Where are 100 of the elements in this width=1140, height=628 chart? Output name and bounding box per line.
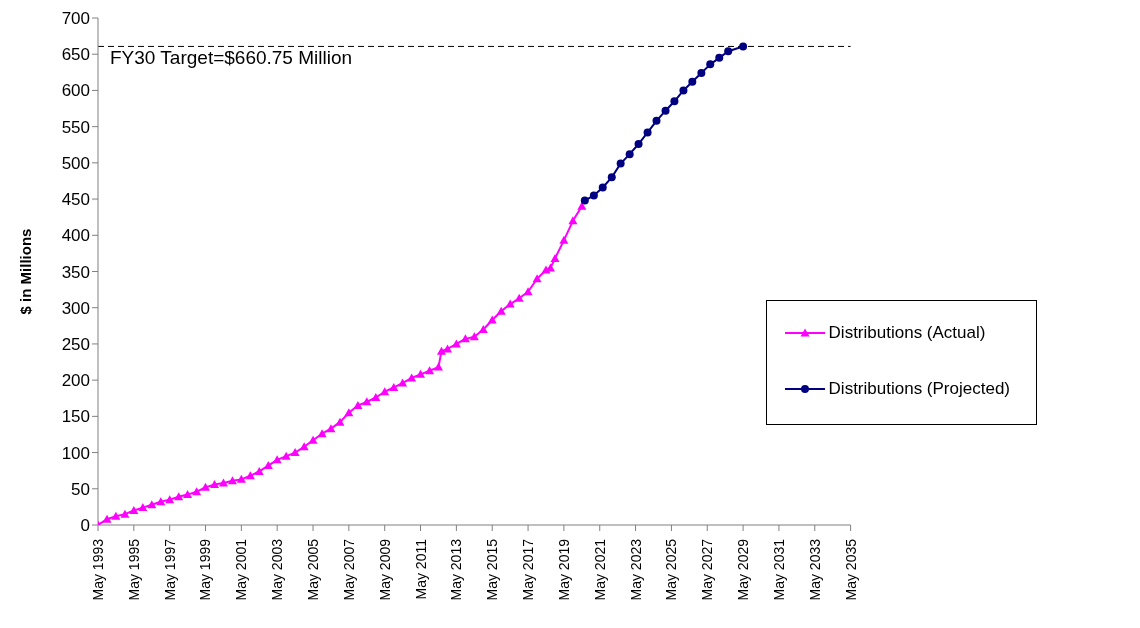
point <box>174 492 184 501</box>
point <box>559 235 569 244</box>
y-tick-label: 150 <box>61 407 90 427</box>
point <box>380 387 390 396</box>
y-tick-label: 200 <box>61 371 90 391</box>
y-tick-label: 450 <box>61 190 90 210</box>
point <box>317 429 327 438</box>
point <box>308 435 318 444</box>
x-tick-label: May 2017 <box>520 538 537 601</box>
point <box>353 400 363 409</box>
x-tick-label: May 2001 <box>233 538 250 601</box>
point <box>344 408 354 417</box>
point <box>670 97 679 106</box>
point <box>487 315 497 324</box>
x-tick-label: May 2015 <box>484 538 501 601</box>
point <box>598 183 607 192</box>
x-tick-label: May 2011 <box>412 538 429 600</box>
point <box>697 69 706 78</box>
point <box>643 128 652 137</box>
point <box>541 265 551 274</box>
y-tick-label: 0 <box>80 516 90 536</box>
x-tick-label: May 1997 <box>161 538 178 601</box>
y-tick-label: 300 <box>61 298 90 318</box>
x-tick-label: May 2029 <box>735 538 752 601</box>
point <box>192 487 202 496</box>
legend-label: Distributions (Actual) <box>828 323 986 344</box>
point <box>661 106 670 115</box>
y-tick-label: 650 <box>61 45 90 65</box>
point <box>589 191 598 200</box>
ref-line-label: FY30 Target=$660.75 Million <box>110 47 353 69</box>
x-tick-label: May 2027 <box>699 538 716 601</box>
point <box>281 451 291 460</box>
point <box>706 60 715 69</box>
point <box>165 495 175 504</box>
point <box>272 455 282 464</box>
point <box>469 332 479 341</box>
point <box>634 140 643 149</box>
point <box>290 448 300 457</box>
point <box>514 293 524 302</box>
point <box>102 514 112 523</box>
y-tick-label: 500 <box>61 153 90 173</box>
point <box>724 47 733 56</box>
point <box>371 393 381 402</box>
y-tick-label: 250 <box>61 334 90 354</box>
x-tick-label: May 2007 <box>340 538 357 601</box>
point <box>679 86 688 95</box>
x-tick-label: May 2019 <box>555 538 572 601</box>
point <box>129 506 139 515</box>
y-tick-label: 100 <box>61 443 90 463</box>
y-axis-title: $ in Millions <box>17 228 35 315</box>
point <box>299 442 309 451</box>
x-tick-label: May 2021 <box>591 538 608 601</box>
x-tick-label: May 2033 <box>806 538 823 601</box>
point <box>577 201 587 210</box>
y-tick-label: 600 <box>61 81 90 101</box>
point <box>398 378 408 387</box>
point <box>210 479 220 488</box>
point <box>245 471 255 480</box>
y-tick-label: 400 <box>61 226 90 246</box>
point <box>715 53 724 62</box>
x-tick-label: May 1999 <box>197 538 214 601</box>
legend-label: Distributions (Projected) <box>828 379 1010 400</box>
y-tick-label: 50 <box>71 479 90 499</box>
point <box>254 466 264 475</box>
point <box>607 173 616 182</box>
point <box>625 150 634 159</box>
x-tick-label: May 1993 <box>90 538 106 601</box>
point <box>688 77 697 86</box>
point <box>478 324 488 333</box>
x-tick-label: May 2035 <box>842 538 859 601</box>
point <box>236 474 246 483</box>
point <box>389 382 399 391</box>
point <box>616 159 625 168</box>
point <box>568 216 578 225</box>
y-tick-label: 550 <box>61 117 90 137</box>
point <box>550 253 560 262</box>
point <box>523 287 533 296</box>
x-tick-label: May 2003 <box>269 538 286 601</box>
point <box>436 346 446 355</box>
point <box>433 362 443 371</box>
point <box>227 476 237 485</box>
point <box>739 42 748 51</box>
x-tick-label: May 2013 <box>448 538 465 601</box>
point <box>425 366 435 375</box>
point <box>335 417 345 426</box>
point <box>120 509 130 518</box>
point <box>652 116 661 125</box>
point <box>183 490 193 499</box>
x-tick-label: May 2005 <box>305 538 322 601</box>
x-tick-label: May 2031 <box>770 538 787 601</box>
point <box>496 306 506 315</box>
point <box>138 503 148 512</box>
point <box>532 274 542 283</box>
point <box>505 299 515 308</box>
point <box>147 500 157 509</box>
point <box>416 369 426 378</box>
y-tick-label: 350 <box>61 262 90 282</box>
point <box>362 397 372 406</box>
y-tick-label: 700 <box>61 9 90 29</box>
point <box>200 482 210 491</box>
